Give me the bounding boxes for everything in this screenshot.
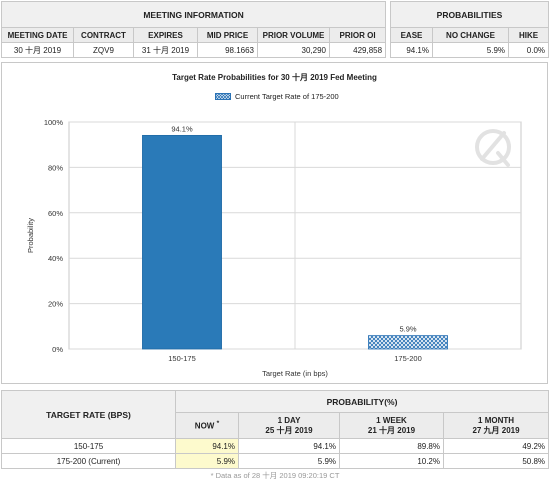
prior-volume-value: 30,290	[257, 42, 330, 58]
one-week-cell: 89.8%	[339, 438, 444, 454]
x-axis-label: Target Rate (in bps)	[262, 369, 328, 378]
one-week-cell: 10.2%	[339, 453, 444, 469]
mid-price-header: MID PRICE	[197, 27, 258, 43]
bar-150-175	[142, 134, 222, 350]
one-month-header: 1 MONTH 27 九月 2019	[442, 412, 550, 439]
one-week-label: 1 WEEK	[376, 415, 407, 425]
prior-volume-header: PRIOR VOLUME	[257, 27, 330, 43]
one-month-cell: 49.2%	[442, 438, 550, 454]
probabilities-table: PROBABILITIES EASE NO CHANGE HIKE 94.1% …	[390, 1, 549, 58]
one-week-date: 21 十月 2019	[367, 425, 416, 435]
contract-header: CONTRACT	[73, 27, 134, 43]
data-timestamp-footnote: * Data as of 28 十月 2019 09:20:19 CT	[210, 471, 340, 480]
probability-header: PROBABILITY(%)	[174, 390, 550, 413]
y-tick-label: 40%	[48, 254, 63, 263]
one-day-cell: 5.9%	[238, 453, 340, 469]
chart-title: Target Rate Probabilities for 30 十月 2019…	[172, 73, 377, 82]
one-week-header: 1 WEEK 21 十月 2019	[339, 412, 444, 439]
hike-header: HIKE	[508, 27, 549, 43]
hike-value: 0.0%	[508, 42, 549, 58]
y-axis-label: Probability	[26, 218, 35, 253]
one-day-header: 1 DAY 25 十月 2019	[238, 412, 340, 439]
meeting-date-value: 30 十月 2019	[1, 42, 74, 58]
meeting-date-header: MEETING DATE	[1, 27, 74, 43]
no-change-header: NO CHANGE	[432, 27, 509, 43]
chart-plot: 0% 20% 40% 60% 80% 100% 94.1% 150-175 5.9% 175-20…	[26, 118, 522, 378]
x-tick-label: 175-200	[394, 354, 422, 363]
y-tick-label: 60%	[48, 209, 63, 218]
legend-label: Current Target Rate of 175-200	[235, 92, 339, 101]
x-tick-label: 150-175	[168, 354, 196, 363]
one-month-date: 27 九月 2019	[472, 425, 520, 435]
one-month-cell: 50.8%	[442, 453, 550, 469]
bar-175-200	[368, 335, 448, 350]
now-marker: *	[216, 420, 220, 428]
now-cell: 5.9%	[175, 453, 239, 469]
chart-legend: Current Target Rate of 175-200	[215, 92, 339, 101]
one-day-cell: 94.1%	[238, 438, 340, 454]
rate-cell: 175-200 (Current)	[1, 453, 176, 469]
expires-value: 31 十月 2019	[133, 42, 198, 58]
prior-oi-value: 429,858	[328, 42, 387, 58]
now-cell: 94.1%	[175, 438, 239, 454]
y-tick-label: 20%	[48, 300, 63, 309]
now-header: NOW *	[175, 412, 239, 439]
one-day-date: 25 十月 2019	[265, 425, 313, 435]
meeting-information-table: MEETING INFORMATION MEETING DATE CONTRAC…	[0, 1, 387, 58]
target-rate-table: TARGET RATE (BPS) PROBABILITY(%) NOW * 1…	[1, 390, 550, 469]
meeting-information-title: MEETING INFORMATION	[0, 1, 387, 28]
table-row: 150-175 94.1% 94.1% 89.8% 49.2%	[1, 438, 550, 454]
legend-swatch-icon	[215, 93, 231, 100]
ease-value: 94.1%	[390, 42, 433, 58]
y-tick-label: 80%	[48, 163, 63, 172]
chart-panel: Target Rate Probabilities for 30 十月 2019…	[1, 62, 548, 384]
rate-cell: 150-175	[1, 438, 176, 454]
y-tick-label: 0%	[52, 345, 63, 354]
y-tick-label: 100%	[44, 118, 64, 127]
one-day-label: 1 DAY	[277, 415, 301, 425]
now-label: NOW	[194, 421, 215, 431]
ease-header: EASE	[390, 27, 433, 43]
prior-oi-header: PRIOR OI	[328, 27, 387, 43]
contract-value: ZQV9	[73, 42, 134, 58]
one-month-label: 1 MONTH	[478, 415, 515, 425]
bar-value-label: 5.9%	[399, 325, 416, 334]
table-row: 175-200 (Current) 5.9% 5.9% 10.2% 50.8%	[1, 453, 550, 469]
target-rate-header: TARGET RATE (BPS)	[1, 390, 176, 439]
probabilities-title: PROBABILITIES	[390, 1, 549, 28]
no-change-value: 5.9%	[432, 42, 509, 58]
watermark-logo-icon	[475, 129, 511, 167]
bar-value-label: 94.1%	[171, 124, 193, 133]
expires-header: EXPIRES	[133, 27, 198, 43]
mid-price-value: 98.1663	[197, 42, 258, 58]
